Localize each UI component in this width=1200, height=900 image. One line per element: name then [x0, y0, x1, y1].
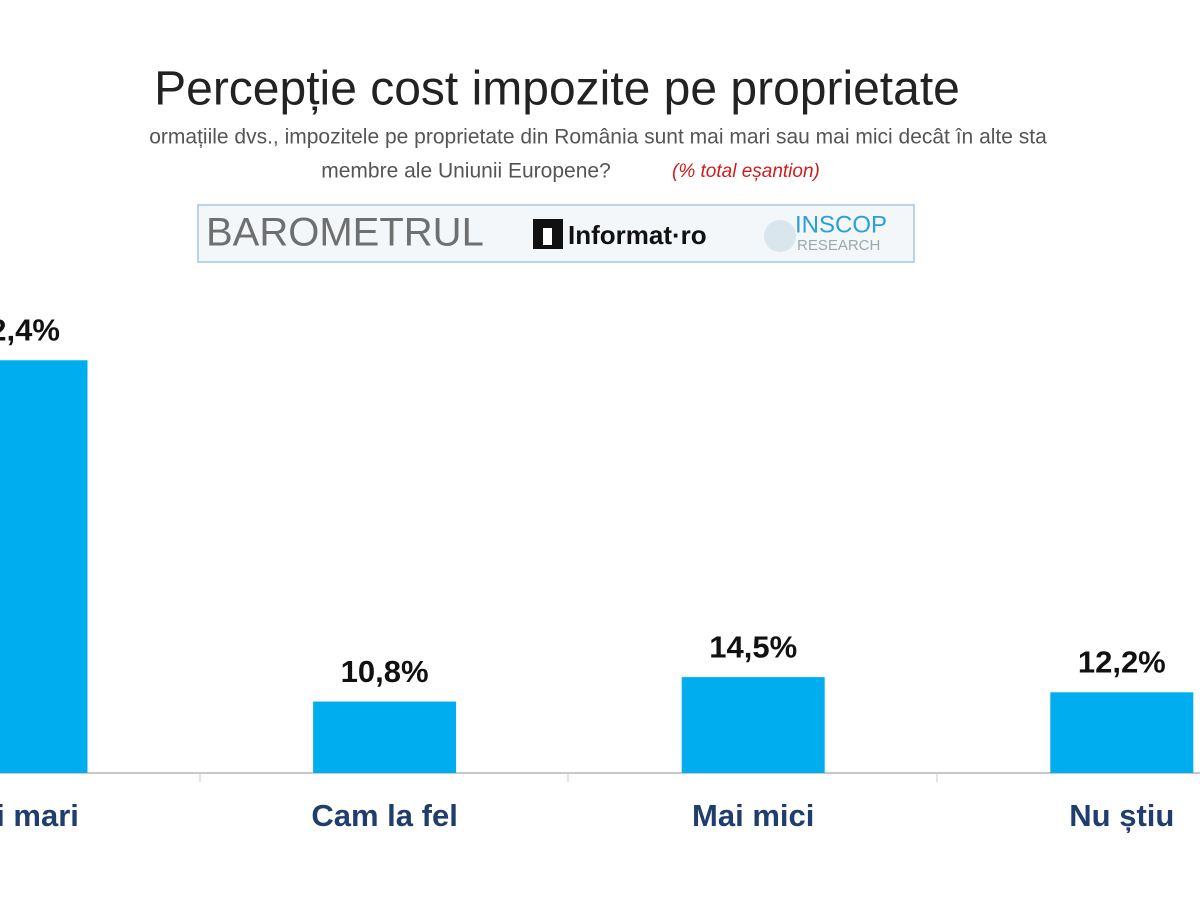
value-label: 12,2% [1078, 644, 1166, 679]
banner-text: RESEARCH [797, 237, 880, 254]
banner-text: Informat·ro [568, 220, 707, 250]
banner-text: BAROMETRUL [206, 211, 484, 255]
banner-icon [543, 228, 552, 245]
banner-icon [764, 220, 796, 252]
value-label: 14,5% [709, 629, 797, 664]
banner-text: INSCOP [795, 211, 887, 238]
value-label: 62,4% [0, 312, 60, 347]
bar [0, 360, 88, 773]
x-tick-label: Mai mici [692, 798, 814, 833]
chart-subtitle: membre ale Uniunii Europene? [321, 160, 611, 183]
chart-note: (% total eșantion) [672, 161, 820, 182]
x-tick-label: Nu știu [1069, 798, 1174, 833]
x-tick-label: Cam la fel [311, 798, 457, 833]
chart-subtitle: ormațiile dvs., impozitele pe proprietat… [149, 126, 1047, 149]
chart-title: Percepție cost impozite pe proprietate [154, 63, 960, 116]
bar [1050, 692, 1194, 773]
bar [313, 701, 457, 773]
value-label: 10,8% [341, 654, 429, 689]
x-tick-label: Mai mari [0, 798, 79, 833]
bar [681, 677, 825, 773]
